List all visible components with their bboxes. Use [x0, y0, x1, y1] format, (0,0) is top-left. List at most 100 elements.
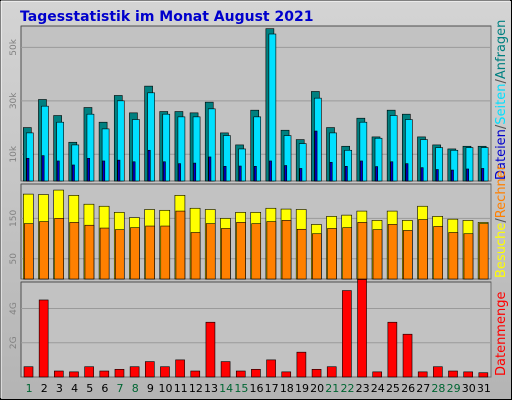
bar-rechner-day-10 — [160, 225, 171, 280]
bar-datenmenge-day-3 — [54, 370, 64, 378]
x-tick-label: 30 — [462, 382, 476, 395]
bar-dateien-day-10 — [162, 161, 166, 182]
bar-seiten-day-20 — [314, 97, 322, 182]
bar-dateien-day-30 — [466, 168, 469, 182]
bar-dateien-day-21 — [329, 161, 333, 182]
bar-seiten-day-18 — [283, 135, 292, 182]
bar-seiten-day-15 — [238, 148, 246, 182]
bar-dateien-day-27 — [420, 167, 424, 182]
bar-dateien-day-22 — [344, 166, 348, 182]
legend-separator: / — [494, 218, 509, 223]
bar-datenmenge-day-29 — [448, 370, 458, 378]
x-tick-label: 15 — [234, 382, 248, 395]
y-tick-label: 150 — [9, 210, 19, 227]
bar-rechner-day-8 — [130, 227, 140, 280]
bar-datenmenge-day-13 — [205, 321, 216, 378]
bar-datenmenge-day-21 — [326, 366, 337, 378]
bar-rechner-day-27 — [418, 219, 428, 280]
x-tick-label: 31 — [477, 382, 491, 395]
bar-dateien-day-11 — [178, 163, 181, 182]
bar-dateien-day-2 — [41, 155, 45, 182]
bar-dateien-day-16 — [253, 166, 257, 182]
bar-dateien-day-28 — [435, 169, 439, 182]
bar-seiten-day-21 — [329, 132, 337, 182]
x-tick-label: 24 — [371, 382, 385, 395]
bar-datenmenge-day-22 — [342, 290, 352, 378]
x-tick-label: 18 — [280, 382, 294, 395]
bar-datenmenge-day-11 — [175, 359, 185, 378]
bar-rechner-day-17 — [266, 221, 277, 280]
bar-seiten-day-30 — [465, 147, 474, 182]
y-tick-label: 50 — [9, 253, 19, 265]
x-tick-label: 10 — [159, 382, 173, 395]
bar-seiten-day-28 — [435, 147, 443, 182]
x-tick-label: 22 — [340, 382, 354, 395]
x-tick-label: 27 — [416, 382, 430, 395]
bar-seiten-day-16 — [253, 116, 262, 182]
day-labels: 1 2 3 4 5 6 7 8 9 10 11 12 13 14 15 16 17 18 19 20 21 22 23 24 2… — [26, 382, 491, 395]
x-tick-label: 23 — [356, 382, 370, 395]
bar-datenmenge-day-20 — [311, 368, 322, 378]
legend-separator: / — [494, 124, 509, 129]
bar-dateien-day-15 — [238, 165, 242, 182]
bar-dateien-day-25 — [390, 161, 394, 182]
bar-dateien-day-4 — [71, 164, 75, 182]
x-tick-label: 5 — [86, 382, 93, 395]
bar-datenmenge-day-24 — [372, 371, 383, 378]
bar-dateien-day-20 — [314, 130, 318, 182]
bar-rechner-day-31 — [478, 223, 489, 280]
bar-rechner-day-15 — [236, 222, 246, 280]
bar-datenmenge-day-1 — [23, 366, 34, 378]
x-tick-label: 7 — [117, 382, 124, 395]
y-tick-label: 30k — [9, 92, 19, 109]
bar-rechner-day-20 — [312, 233, 322, 280]
bar-rechner-day-28 — [433, 226, 443, 280]
bar-datenmenge-day-27 — [417, 371, 428, 378]
x-tick-label: 25 — [386, 382, 400, 395]
bar-dateien-day-23 — [360, 160, 363, 182]
bar-rechner-day-11 — [175, 210, 186, 280]
bar-dateien-day-29 — [451, 169, 454, 182]
x-tick-label: 16 — [250, 382, 264, 395]
bar-datenmenge-day-7 — [114, 368, 125, 378]
bar-rechner-day-25 — [387, 224, 398, 280]
y-tick-label: 4G — [9, 302, 19, 315]
x-tick-label: 12 — [189, 382, 203, 395]
bar-rechner-day-26 — [403, 230, 413, 280]
bar-rechner-day-12 — [190, 232, 201, 280]
bar-rechner-day-19 — [296, 228, 307, 280]
bar-dateien-day-24 — [375, 166, 379, 182]
bar-seiten-day-5 — [86, 113, 95, 182]
bar-datenmenge-day-28 — [433, 366, 443, 378]
bar-seiten-day-12 — [192, 116, 201, 182]
bar-dateien-day-6 — [102, 160, 106, 182]
bar-dateien-day-13 — [208, 156, 212, 182]
bar-datenmenge-day-5 — [84, 366, 94, 378]
bar-seiten-day-4 — [71, 144, 80, 182]
bar-seiten-day-1 — [25, 132, 34, 182]
bar-seiten-day-25 — [389, 115, 398, 182]
x-tick-label: 26 — [401, 382, 415, 395]
bar-datenmenge-day-25 — [387, 321, 398, 378]
legends: Dateien/Seiten/AnfragenBesuche/RechnerDa… — [494, 20, 509, 376]
x-tick-label: 20 — [310, 382, 324, 395]
bar-datenmenge-day-10 — [160, 366, 170, 378]
bar-datenmenge-day-8 — [129, 366, 140, 378]
bar-rechner-day-21 — [327, 228, 337, 280]
bar-datenmenge-day-4 — [69, 371, 79, 378]
x-tick-label: 2 — [41, 382, 48, 395]
bar-seiten-day-14 — [223, 135, 231, 182]
x-tick-label: 9 — [147, 382, 154, 395]
bar-datenmenge-day-18 — [281, 371, 292, 378]
bar-rechner-day-23 — [357, 222, 368, 280]
bar-rechner-day-5 — [84, 224, 95, 280]
bar-rechner-day-2 — [39, 221, 49, 280]
bar-seiten-day-7 — [116, 100, 125, 182]
bar-seiten-day-17 — [268, 33, 277, 182]
traffic-panel: 10k 30k 50k — [9, 25, 492, 182]
bar-datenmenge-day-26 — [402, 333, 413, 378]
x-tick-label: 14 — [219, 382, 233, 395]
x-tick-label: 3 — [56, 382, 63, 395]
plot-area — [20, 281, 492, 378]
bar-datenmenge-day-6 — [99, 370, 110, 378]
